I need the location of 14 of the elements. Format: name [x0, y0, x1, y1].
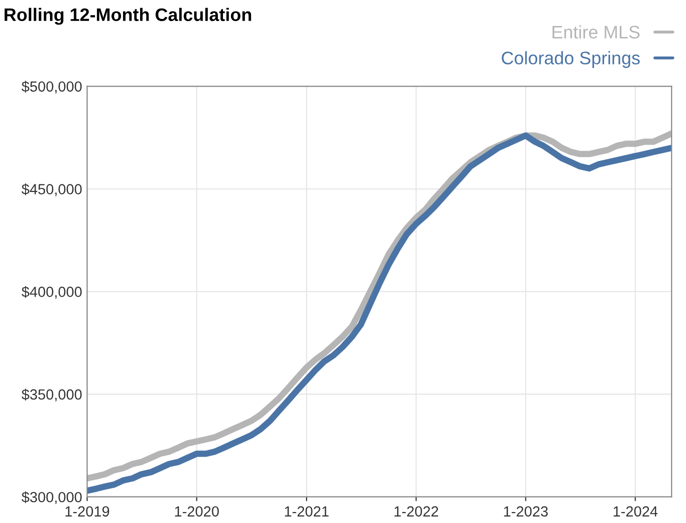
x-tick-label: 1-2019 — [66, 506, 110, 517]
legend-label: Entire MLS — [552, 25, 640, 39]
y-tick-label: $300,000 — [22, 491, 82, 504]
legend-label: Colorado Springs — [502, 51, 640, 68]
y-tick-label: $500,000 — [22, 80, 82, 94]
x-tick-label: 1-2023 — [504, 506, 548, 517]
x-tick-label: 1-2021 — [284, 506, 329, 517]
y-tick-label: $350,000 — [22, 388, 82, 402]
x-tick-label: 1-2024 — [614, 506, 658, 517]
x-tick-label: 1-2020 — [175, 506, 219, 517]
chart-title: Rolling 12-Month Calculation — [4, 8, 252, 25]
y-tick-label: $400,000 — [22, 286, 82, 299]
y-tick-label: $450,000 — [22, 183, 82, 196]
x-tick-label: 1-2022 — [394, 506, 438, 517]
